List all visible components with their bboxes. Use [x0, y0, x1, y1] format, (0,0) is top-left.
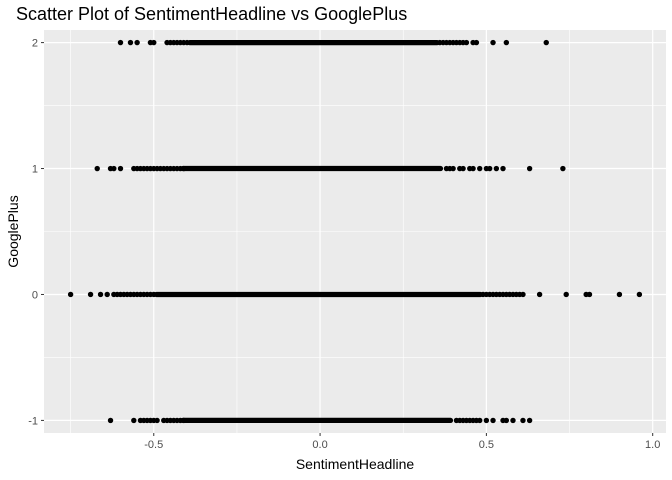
x-axis-ticks: -0.5 0.0 0.5 1.0 [144, 433, 660, 451]
data-point [563, 291, 569, 298]
x-tick-label: -0.5 [144, 439, 163, 451]
data-point [111, 165, 117, 172]
data-point [520, 291, 526, 298]
data-point [526, 165, 533, 172]
x-axis-title: SentimentHeadline [296, 456, 415, 472]
chart-title: Scatter Plot of SentimentHeadline vs Goo… [16, 4, 408, 24]
dense-point-band [180, 417, 454, 424]
data-point [67, 291, 74, 298]
dense-point-band [153, 291, 484, 298]
dense-point-band [187, 39, 440, 46]
data-point [87, 291, 94, 298]
data-point [477, 165, 483, 172]
data-point [151, 291, 157, 298]
data-point [616, 291, 623, 298]
data-point [477, 417, 483, 424]
data-point [104, 291, 110, 298]
data-point [510, 417, 516, 424]
data-point [117, 165, 124, 172]
y-tick-label: 2 [32, 38, 38, 50]
grid-minor [44, 30, 666, 433]
y-axis-title: GooglePlus [5, 195, 21, 267]
data-point [134, 39, 140, 46]
data-point [107, 417, 114, 424]
data-point [636, 291, 643, 298]
y-tick-label: 1 [32, 164, 38, 176]
data-point [131, 417, 137, 424]
data-point [490, 417, 496, 424]
y-axis-ticks: -1 0 1 2 [28, 38, 44, 427]
data-point [526, 417, 533, 424]
data-point [503, 39, 510, 46]
data-point [500, 165, 506, 172]
data-point [520, 417, 526, 424]
data-point [154, 417, 160, 424]
data-point [586, 291, 593, 298]
data-point [493, 165, 500, 172]
data-point [97, 291, 104, 298]
data-point [487, 165, 493, 172]
data-point [450, 165, 456, 172]
data-point [463, 39, 470, 46]
x-tick-label: 0.0 [312, 439, 327, 451]
data-point [117, 39, 124, 46]
data-point [151, 39, 157, 46]
y-tick-label: -1 [28, 415, 38, 427]
data-point [460, 165, 466, 172]
y-tick-label: 0 [32, 289, 38, 301]
data-point [473, 39, 480, 46]
data-point [543, 39, 549, 46]
data-point [560, 165, 566, 172]
dense-point-band [180, 165, 444, 172]
data-point [503, 417, 510, 424]
data-points [67, 39, 643, 424]
data-point [490, 39, 496, 46]
data-point [181, 417, 187, 424]
x-tick-label: 0.5 [479, 439, 494, 451]
data-point [184, 39, 190, 46]
data-point [483, 417, 490, 424]
data-point [536, 291, 543, 298]
data-point [127, 39, 134, 46]
x-tick-label: 1.0 [645, 439, 660, 451]
data-point [470, 165, 476, 172]
data-point [94, 165, 100, 172]
data-point [181, 165, 187, 172]
